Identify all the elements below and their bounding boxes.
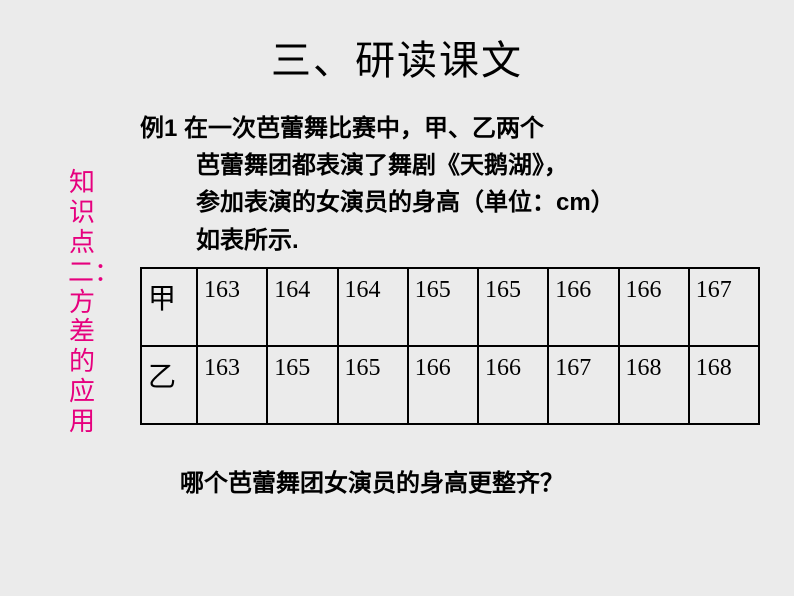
table-cell: 164: [338, 268, 408, 346]
table-row: 甲 163 164 164 165 165 166 166 167: [141, 268, 759, 346]
example-line2: 芭蕾舞团都表演了舞剧《天鹅湖》，: [140, 147, 760, 184]
table-cell: 163: [197, 268, 267, 346]
table-cell: 163: [197, 346, 267, 424]
question-text: 哪个芭蕾舞团女演员的身高更整齐？: [140, 463, 760, 498]
sidebar-knowledge-label: 知识点二：方差的应用: [68, 168, 96, 437]
example-line1: 在一次芭蕾舞比赛中，甲、乙两个: [184, 115, 544, 142]
data-table: 甲 163 164 164 165 165 166 166 167 乙 163 …: [140, 267, 760, 425]
table-cell: 166: [408, 346, 478, 424]
table-row: 乙 163 165 165 166 166 167 168 168: [141, 346, 759, 424]
section-title: 三、研读课文: [0, 0, 794, 86]
table-cell: 165: [338, 346, 408, 424]
row-header: 甲: [141, 268, 197, 346]
example-line3: 参加表演的女演员的身高（单位：cm）: [140, 184, 760, 221]
table-cell: 165: [267, 346, 337, 424]
row-header: 乙: [141, 346, 197, 424]
example-line4: 如表所示.: [140, 222, 760, 259]
table-cell: 165: [408, 268, 478, 346]
table-cell: 168: [619, 346, 689, 424]
table-cell: 167: [548, 346, 618, 424]
table-cell: 166: [478, 346, 548, 424]
table-cell: 166: [548, 268, 618, 346]
content-area: 例1 在一次芭蕾舞比赛中，甲、乙两个 芭蕾舞团都表演了舞剧《天鹅湖》， 参加表演…: [140, 110, 760, 498]
table-cell: 167: [689, 268, 759, 346]
example-text: 例1 在一次芭蕾舞比赛中，甲、乙两个 芭蕾舞团都表演了舞剧《天鹅湖》， 参加表演…: [140, 110, 760, 259]
table-cell: 165: [478, 268, 548, 346]
table-cell: 166: [619, 268, 689, 346]
table-cell: 164: [267, 268, 337, 346]
table-cell: 168: [689, 346, 759, 424]
example-label: 例1: [140, 115, 177, 142]
